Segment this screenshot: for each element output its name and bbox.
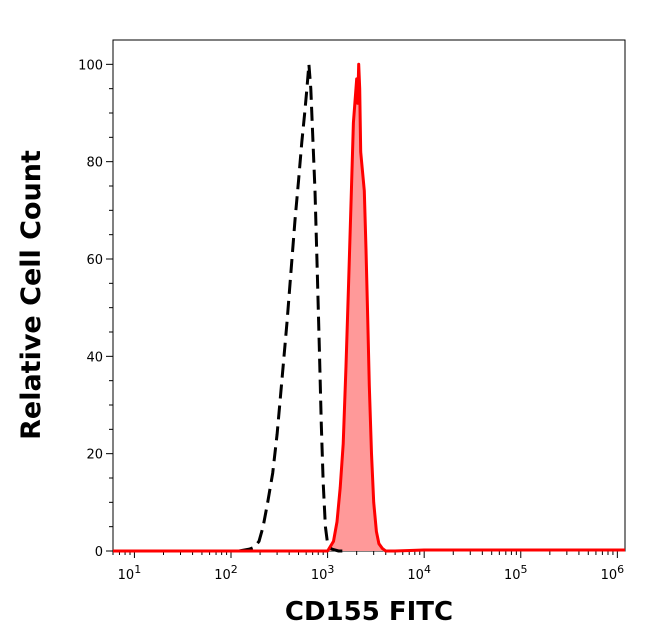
y-tick-label: 80 xyxy=(86,156,103,171)
y-tick-label: 100 xyxy=(78,58,103,73)
x-axis-title: CD155 FITC xyxy=(285,597,453,627)
x-tick-label: 105 xyxy=(504,563,528,583)
stained-histogram-line xyxy=(113,62,625,553)
x-tick-label: 103 xyxy=(311,563,335,583)
x-tick-exponent: 6 xyxy=(617,563,624,576)
x-tick-exponent: 2 xyxy=(231,563,238,576)
x-tick-exponent: 5 xyxy=(521,563,528,576)
x-tick-exponent: 1 xyxy=(134,563,141,576)
y-tick-label: 20 xyxy=(86,448,103,463)
plot-area: 0 20 40 60 80 100 101 102 103 104 105 106 xyxy=(78,39,626,583)
x-tick-label: 101 xyxy=(118,563,142,583)
y-tick-label: 0 xyxy=(95,545,103,560)
x-tick-exponent: 4 xyxy=(424,563,431,576)
x-tick-label: 104 xyxy=(407,563,431,583)
y-axis-title: Relative Cell Count xyxy=(16,150,47,440)
control-histogram-line xyxy=(113,62,345,553)
y-tick-label: 60 xyxy=(86,253,103,268)
x-tick-label: 106 xyxy=(601,563,625,583)
stained-histogram-fill xyxy=(113,64,625,552)
x-tick-label: 102 xyxy=(214,563,238,583)
x-tick-exponent: 3 xyxy=(327,563,334,576)
y-tick-label: 40 xyxy=(86,350,103,365)
